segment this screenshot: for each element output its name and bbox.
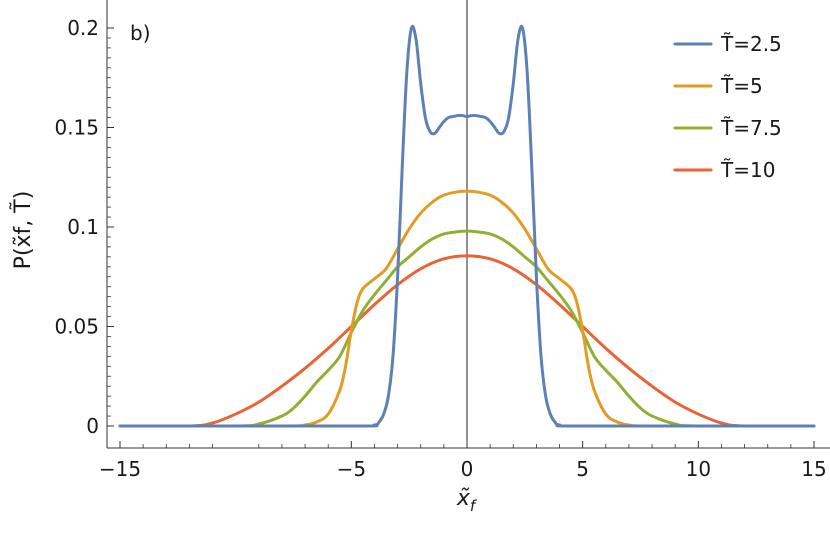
y-tick-label: 0.1 (67, 215, 99, 239)
legend-label-4: T̃=10 (720, 158, 775, 182)
x-tick-label: 15 (801, 457, 826, 481)
y-tick-label: 0.15 (54, 116, 99, 140)
x-tick-label: 10 (686, 457, 711, 481)
plot-lines (118, 24, 816, 428)
x-tick-label: −15 (99, 457, 141, 481)
x-axis-label-subscript: f (470, 497, 478, 515)
y-tick-label: 0 (86, 414, 99, 438)
series-line-4 (118, 254, 816, 428)
series-line-1 (118, 24, 816, 428)
series-line-2 (118, 189, 816, 428)
x-axis-label: x̃f (456, 486, 478, 515)
x-tick-label: −5 (337, 457, 366, 481)
tick-labels: −15 −5 0 5 10 15 0 0.05 0.1 0.15 0.2 (54, 16, 826, 481)
legend-label-1: T̃=2.5 (720, 32, 782, 56)
panel-label: b) (130, 21, 151, 45)
y-tick-label: 0.2 (67, 16, 99, 40)
axes (106, 0, 830, 449)
y-axis-label: P(x̃f, T̃) (10, 191, 36, 270)
x-axis-label-main: x̃ (456, 486, 471, 511)
legend-label-3: T̃=7.5 (720, 116, 782, 140)
x-tick-label: 0 (461, 457, 474, 481)
legend-label-2: T̃=5 (720, 74, 763, 98)
legend: T̃=2.5 T̃=5 T̃=7.5 T̃=10 (673, 32, 782, 182)
x-tick-label: 5 (576, 457, 589, 481)
y-tick-label: 0.05 (54, 315, 99, 339)
series-line-3 (118, 229, 816, 428)
